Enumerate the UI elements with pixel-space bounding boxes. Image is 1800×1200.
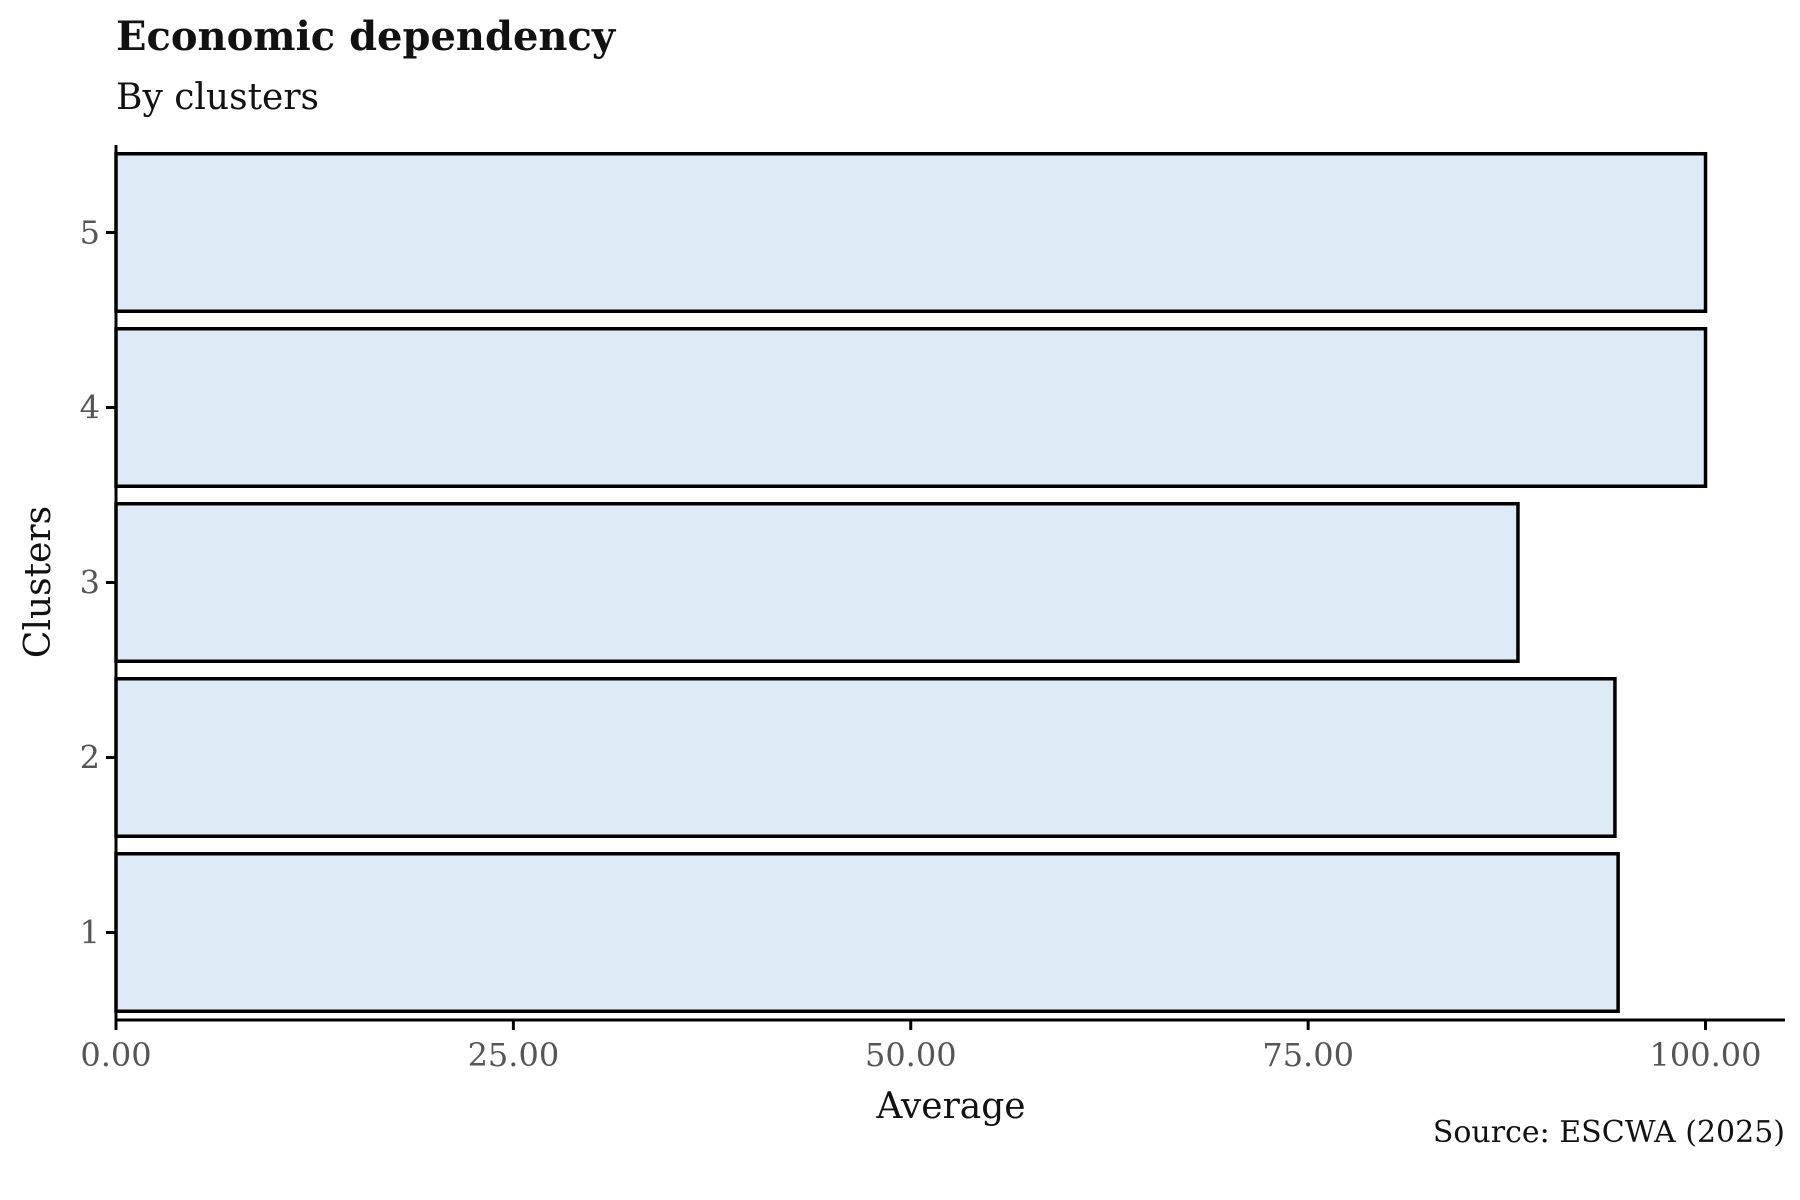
x-tick-label: 75.00: [1262, 1036, 1354, 1074]
x-tick-label: 25.00: [468, 1036, 560, 1074]
chart-caption: Source: ESCWA (2025): [1433, 1115, 1785, 1150]
bar-cluster-2: [114, 677, 1617, 838]
x-tick-label: 50.00: [865, 1036, 957, 1074]
x-tick-label: 0.00: [80, 1036, 151, 1074]
y-ticks-group: 1 2 3 4 5: [80, 214, 116, 952]
x-tick-label: 100.00: [1650, 1036, 1762, 1074]
x-ticks-group: 0.00 25.00 50.00 75.00 100.00: [80, 1020, 1762, 1074]
y-tick-label: 2: [80, 739, 100, 777]
chart-subtitle: By clusters: [116, 77, 319, 118]
bars-group: [114, 152, 1708, 1013]
y-tick-label: 3: [80, 564, 100, 602]
bar-cluster-3: [114, 502, 1520, 663]
y-axis-title: Clusters: [18, 506, 59, 658]
y-tick-label: 5: [80, 214, 100, 252]
y-tick-label: 1: [80, 914, 100, 952]
bar-cluster-5: [114, 152, 1708, 313]
x-axis-title: Average: [875, 1086, 1025, 1127]
bar-cluster-1: [114, 852, 1620, 1013]
bar-cluster-4: [114, 327, 1708, 488]
chart-title: Economic dependency: [116, 13, 617, 60]
y-tick-label: 4: [80, 389, 100, 427]
